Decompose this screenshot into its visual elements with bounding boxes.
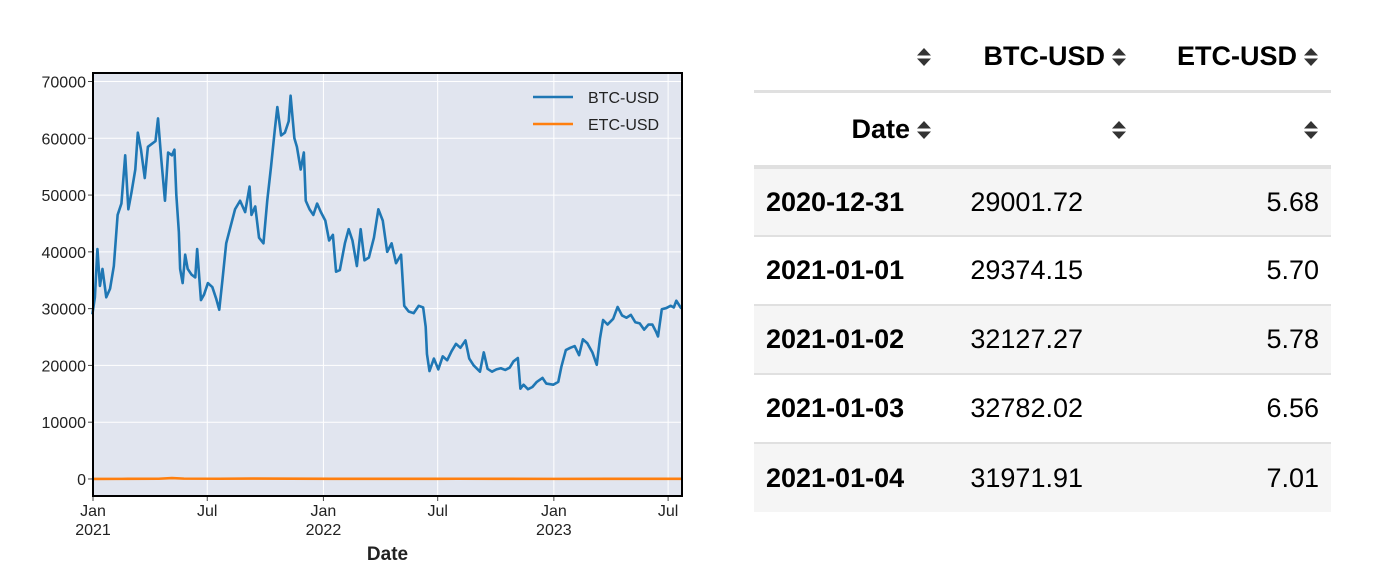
price-table: BTC-USD ETC-USD Date 2020-12-31 29001.72… <box>754 22 1331 512</box>
price-chart: 0 10000 20000 30000 40000 50000 60000 70000 Jan 2… <box>42 72 683 565</box>
x-tick-label: 2021 <box>75 522 111 539</box>
column-label-btc: BTC-USD <box>983 40 1106 71</box>
legend-label-btc-usd: BTC-USD <box>588 90 659 107</box>
row-date: 2021-01-04 <box>766 462 905 493</box>
table-header-row-columns: BTC-USD ETC-USD <box>754 22 1331 92</box>
table-row: 2021-01-01 29374.15 5.70 <box>754 236 1331 305</box>
x-tick-label: 2023 <box>536 522 572 539</box>
table-row: 2021-01-02 32127.27 5.78 <box>754 305 1331 374</box>
sort-icon[interactable] <box>1303 43 1319 66</box>
cell-etc: 5.68 <box>1266 186 1319 217</box>
y-tick-label: 10000 <box>42 415 87 432</box>
cell-etc: 7.01 <box>1266 462 1319 493</box>
table-header-row-index: Date <box>754 92 1331 168</box>
etc-usd-line <box>92 476 682 481</box>
sort-icon[interactable] <box>1111 116 1127 139</box>
cell-btc: 29374.15 <box>970 255 1083 285</box>
cell-btc: 29001.72 <box>970 186 1083 217</box>
column-label-etc: ETC-USD <box>1177 40 1297 71</box>
cell-etc: 5.78 <box>1266 324 1319 354</box>
price-table-container: BTC-USD ETC-USD Date 2020-12-31 29001.72… <box>754 22 1331 512</box>
cell-btc: 31971.91 <box>970 462 1083 493</box>
sort-icon[interactable] <box>916 116 932 139</box>
table-row: 2020-12-31 29001.72 5.68 <box>754 167 1331 236</box>
cell-btc: 32127.27 <box>970 324 1083 354</box>
index-header-date[interactable]: Date <box>754 92 944 168</box>
table-row: 2021-01-04 31971.91 7.01 <box>754 443 1331 512</box>
x-tick-label: 2022 <box>306 522 342 539</box>
legend-label-etc-usd: ETC-USD <box>588 117 659 134</box>
y-tick-label: 60000 <box>42 131 87 148</box>
y-tick-label: 30000 <box>42 302 87 319</box>
y-tick-label: 0 <box>77 472 86 489</box>
plot-frame <box>92 72 683 497</box>
row-date: 2021-01-03 <box>766 393 905 423</box>
sort-icon[interactable] <box>916 43 932 66</box>
sort-icon[interactable] <box>1111 43 1127 66</box>
column-header-blank[interactable] <box>754 22 944 92</box>
column-header-etc[interactable]: ETC-USD <box>1139 22 1331 92</box>
plot-background <box>93 73 682 496</box>
index-label-date: Date <box>851 113 910 144</box>
sort-icon[interactable] <box>1303 116 1319 139</box>
x-tick-label: Jan <box>311 503 337 520</box>
table-row: 2021-01-03 32782.02 6.56 <box>754 374 1331 443</box>
btc-usd-line <box>91 94 683 391</box>
y-tick-label: 70000 <box>42 75 87 92</box>
column-header-btc[interactable]: BTC-USD <box>944 22 1139 92</box>
x-tick-label: Jul <box>427 503 447 520</box>
line-chart-svg: 0 10000 20000 30000 40000 50000 60000 70000 Jan 2… <box>42 72 683 565</box>
y-tick-label: 20000 <box>42 358 87 375</box>
x-tick-label: Jan <box>541 503 567 520</box>
y-tick-label: 40000 <box>42 245 87 262</box>
cell-etc: 5.70 <box>1266 255 1319 285</box>
x-tick-label: Jul <box>197 503 217 520</box>
row-date: 2021-01-02 <box>766 324 905 354</box>
x-tick-label: Jul <box>658 503 678 520</box>
row-date: 2021-01-01 <box>766 255 905 285</box>
cell-etc: 6.56 <box>1266 393 1319 423</box>
index-header-btc-blank[interactable] <box>944 92 1139 168</box>
row-date: 2020-12-31 <box>766 186 905 217</box>
cell-btc: 32782.02 <box>970 393 1083 423</box>
x-axis-title: Date <box>367 544 408 565</box>
y-tick-label: 50000 <box>42 188 87 205</box>
index-header-etc-blank[interactable] <box>1139 92 1331 168</box>
x-tick-label: Jan <box>80 503 106 520</box>
